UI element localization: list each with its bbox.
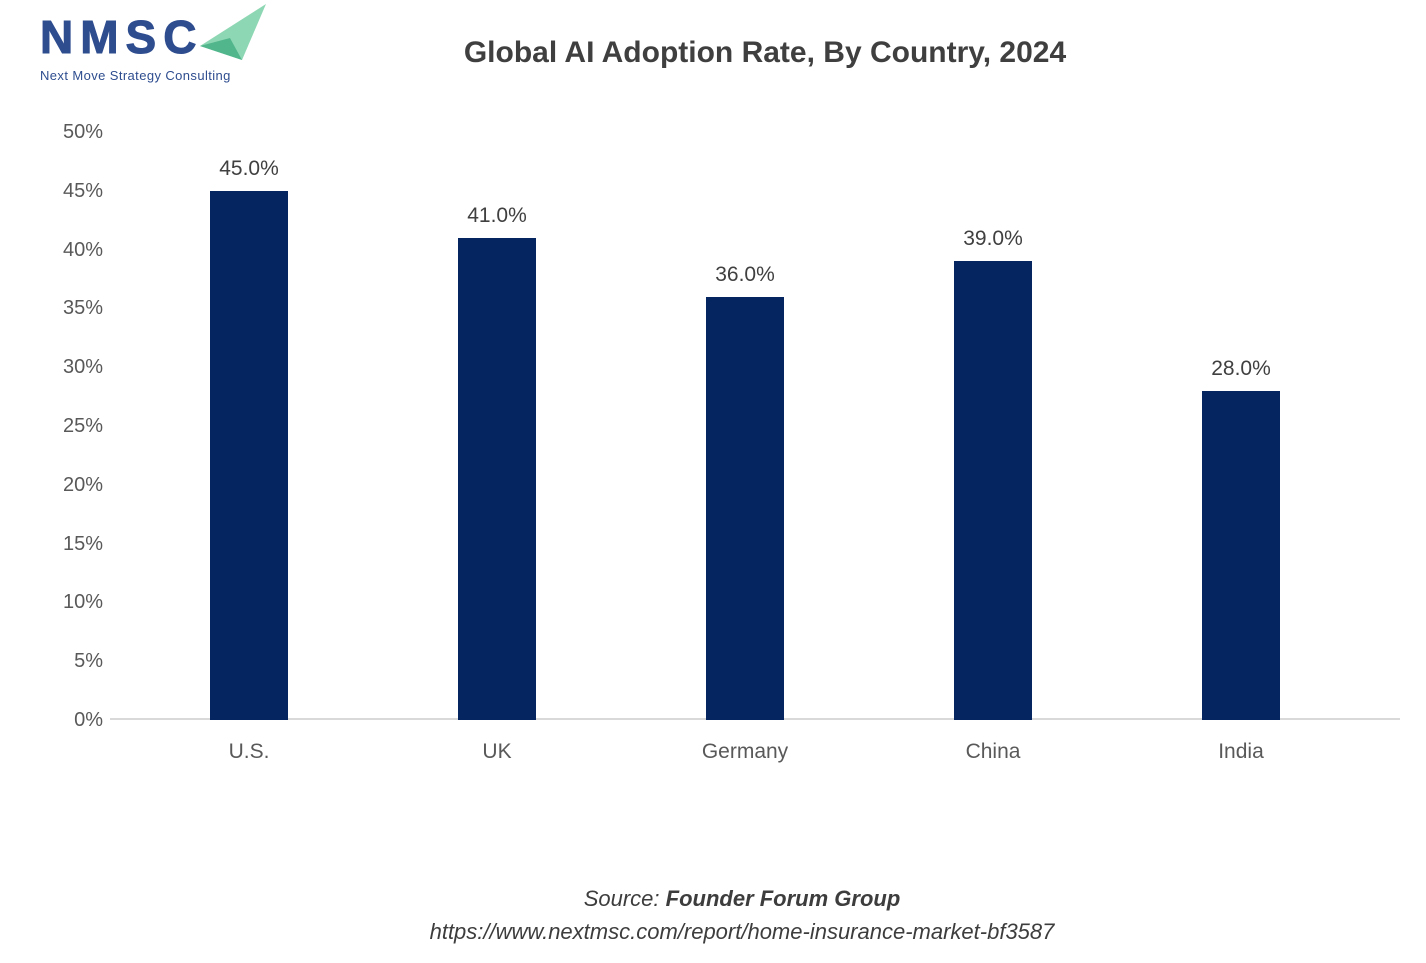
- x-axis-category-label: India: [1218, 740, 1264, 763]
- bar-slot: 39.0% China: [869, 132, 1117, 763]
- plot-area: 45.0% U.S. 41.0% UK 36.0% Germany 39.0% China 28…: [125, 132, 1365, 763]
- logo-arrow-icon: [200, 4, 266, 60]
- bar-slot: 36.0% Germany: [621, 132, 869, 763]
- y-tick-label: 25%: [62, 415, 103, 437]
- y-tick-label: 45%: [62, 179, 103, 202]
- logo-tagline: Next Move Strategy Consulting: [40, 68, 231, 83]
- x-axis-category-label: Germany: [701, 740, 789, 763]
- bar-value-label: 39.0%: [963, 227, 1023, 251]
- bar-slot: 45.0% U.S.: [125, 132, 373, 763]
- bar-value-label: 36.0%: [715, 262, 775, 286]
- source-prefix: Source:: [583, 886, 666, 911]
- y-tick-label: 15%: [62, 532, 103, 555]
- y-tick-label: 40%: [62, 238, 103, 261]
- bar-slot: 41.0% UK: [373, 132, 621, 763]
- y-tick-label: 20%: [62, 473, 103, 496]
- nmsc-logo: NMSC Next Move Strategy Consulting: [39, 4, 266, 83]
- source-block: Source: Founder Forum Group https://www.…: [29, 882, 1426, 948]
- source-url: https://www.nextmsc.com/report/home-insu…: [429, 919, 1055, 944]
- bar-slot: 28.0% India: [1117, 132, 1365, 763]
- bar-value-label: 28.0%: [1211, 356, 1271, 380]
- y-tick-label: 50%: [62, 121, 103, 143]
- chart-title: Global AI Adoption Rate, By Country, 202…: [463, 36, 1067, 69]
- x-axis-category-label: U.S.: [228, 740, 270, 763]
- bar: [458, 237, 536, 720]
- y-tick-label: 30%: [62, 356, 103, 379]
- source-line: Source: Founder Forum Group: [29, 882, 1426, 915]
- bar: [706, 296, 784, 720]
- bar-chart: 0% 5% 10% 15% 20% 25% 30% 35% 40% 45% 50% 45.0% U.S…: [0, 121, 1426, 763]
- bar: [210, 190, 288, 720]
- logo-text: NMSC: [39, 11, 204, 64]
- x-axis-category-label: UK: [482, 740, 512, 763]
- y-tick-label: 10%: [62, 591, 103, 614]
- bar-value-label: 41.0%: [467, 203, 527, 227]
- y-tick-label: 0%: [74, 709, 103, 731]
- y-tick-label: 35%: [62, 297, 103, 320]
- logo-row: NMSC: [39, 4, 266, 66]
- x-axis-category-label: China: [965, 740, 1021, 763]
- bar: [1202, 390, 1280, 720]
- bar-value-label: 45.0%: [219, 156, 279, 180]
- bar: [954, 261, 1032, 720]
- source-name: Founder Forum Group: [665, 886, 901, 911]
- y-tick-label: 5%: [74, 650, 103, 673]
